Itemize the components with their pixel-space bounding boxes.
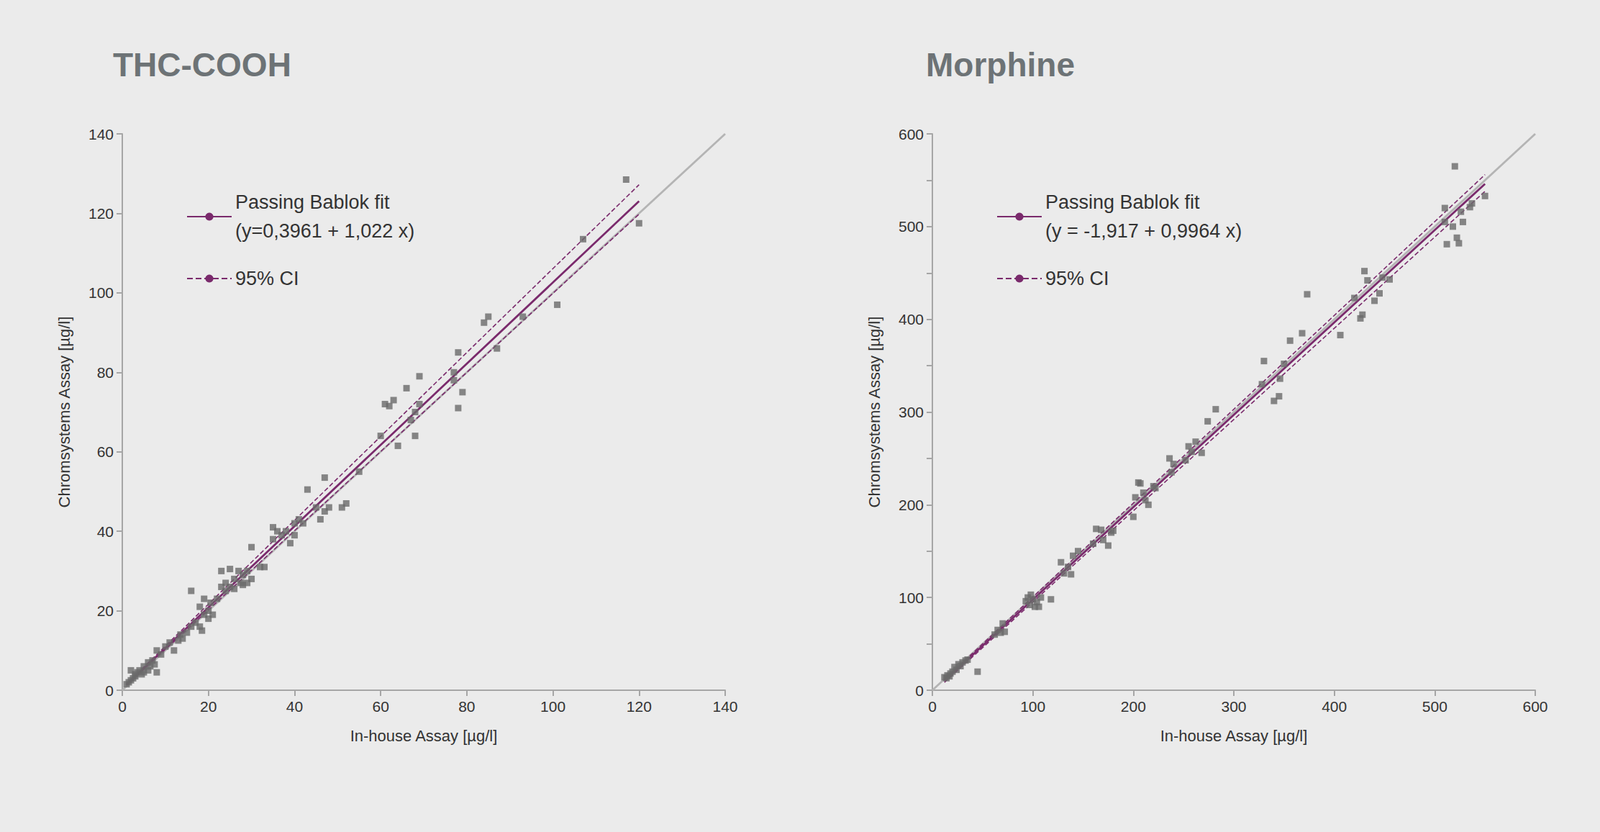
svg-text:200: 200 bbox=[1120, 697, 1147, 715]
svg-text:Passing Bablok fit: Passing Bablok fit bbox=[1045, 191, 1200, 213]
svg-text:40: 40 bbox=[97, 523, 114, 540]
svg-text:100: 100 bbox=[540, 697, 566, 715]
svg-text:20: 20 bbox=[200, 697, 217, 715]
svg-text:0: 0 bbox=[915, 682, 924, 699]
svg-text:80: 80 bbox=[458, 697, 475, 715]
svg-text:95% CI: 95% CI bbox=[1045, 267, 1110, 290]
svg-text:100: 100 bbox=[88, 284, 114, 301]
svg-text:95% CI: 95% CI bbox=[235, 267, 300, 290]
svg-text:In-house Assay [µg/l]: In-house Assay [µg/l] bbox=[1160, 726, 1308, 745]
svg-text:THC-COOH: THC-COOH bbox=[112, 46, 292, 84]
svg-text:100: 100 bbox=[1020, 697, 1046, 715]
svg-text:(y = -1,917 + 0,9964 x): (y = -1,917 + 0,9964 x) bbox=[1045, 220, 1242, 242]
svg-text:400: 400 bbox=[898, 310, 924, 328]
svg-text:0: 0 bbox=[105, 682, 114, 699]
svg-text:300: 300 bbox=[898, 403, 924, 421]
svg-text:60: 60 bbox=[97, 443, 114, 460]
svg-text:120: 120 bbox=[88, 205, 114, 222]
svg-text:0: 0 bbox=[928, 697, 937, 715]
svg-text:140: 140 bbox=[88, 125, 114, 143]
svg-text:200: 200 bbox=[898, 496, 924, 513]
svg-text:600: 600 bbox=[898, 125, 924, 143]
svg-text:400: 400 bbox=[1321, 697, 1347, 715]
svg-text:60: 60 bbox=[371, 697, 389, 715]
svg-text:20: 20 bbox=[97, 602, 114, 619]
svg-text:0: 0 bbox=[117, 697, 127, 715]
svg-text:In-house Assay [µg/l]: In-house Assay [µg/l] bbox=[350, 726, 498, 745]
svg-text:40: 40 bbox=[286, 697, 303, 715]
svg-text:600: 600 bbox=[1522, 697, 1548, 715]
svg-text:Chromsystems Assay [µg/l]: Chromsystems Assay [µg/l] bbox=[55, 316, 74, 508]
svg-text:140: 140 bbox=[712, 697, 738, 715]
svg-text:(y=0,3961 + 1,022 x): (y=0,3961 + 1,022 x) bbox=[235, 220, 415, 242]
svg-text:Morphine: Morphine bbox=[925, 46, 1075, 84]
svg-text:500: 500 bbox=[1422, 697, 1448, 715]
svg-text:Chromsystems Assay [µg/l]: Chromsystems Assay [µg/l] bbox=[865, 316, 884, 508]
svg-text:120: 120 bbox=[626, 697, 652, 715]
svg-text:300: 300 bbox=[1220, 697, 1247, 715]
svg-text:80: 80 bbox=[97, 364, 114, 381]
svg-text:500: 500 bbox=[898, 217, 924, 235]
svg-text:Passing Bablok fit: Passing Bablok fit bbox=[235, 191, 390, 213]
svg-text:100: 100 bbox=[898, 589, 924, 606]
